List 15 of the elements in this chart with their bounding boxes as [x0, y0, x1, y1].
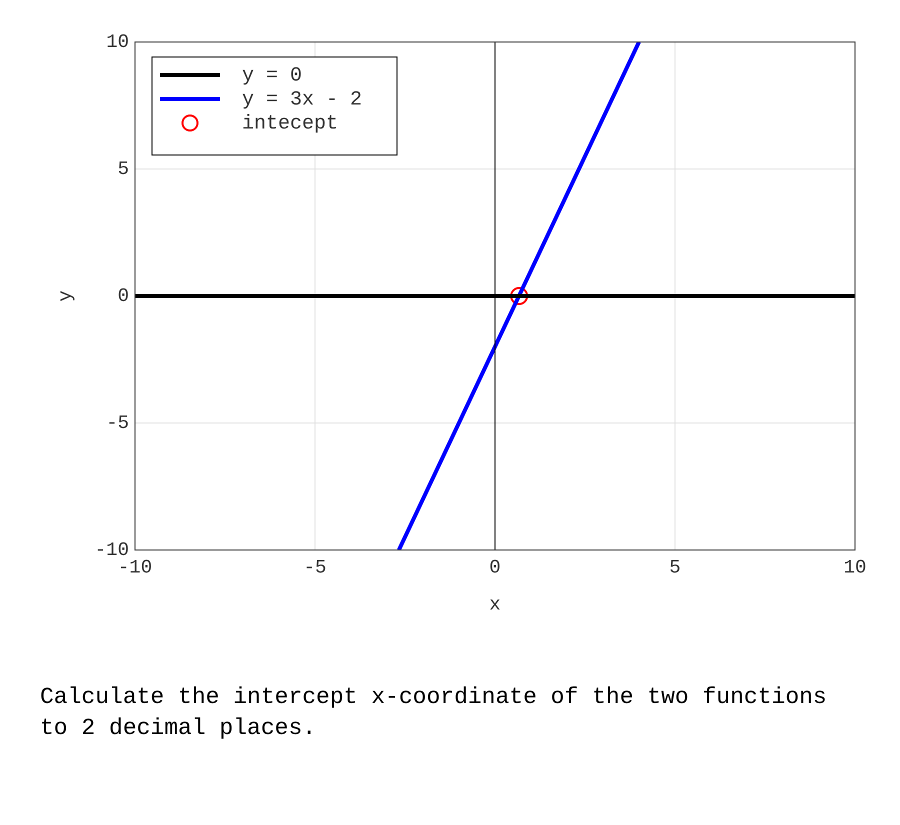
- legend-label: y = 0: [242, 64, 302, 88]
- legend-label: y = 3x - 2: [242, 88, 362, 112]
- y-tick-label: 10: [106, 31, 129, 54]
- x-tick-label: -5: [304, 556, 326, 578]
- text: Calculate the intercept x-coordinate of the two functions to 2 decimal places.: [40, 683, 828, 743]
- x-tick-label: 10: [844, 556, 866, 578]
- y-tick-label: 5: [118, 158, 129, 180]
- y-axis-title: y: [54, 290, 76, 302]
- x-tick-label: 5: [669, 556, 681, 578]
- y-tick-label: -5: [106, 412, 129, 434]
- x-tick-label: 0: [489, 556, 501, 578]
- legend-label: intecept: [242, 112, 338, 136]
- y-tick-label: 0: [118, 285, 129, 308]
- x-axis-title: x: [489, 594, 501, 616]
- y-tick-label: -10: [94, 539, 129, 562]
